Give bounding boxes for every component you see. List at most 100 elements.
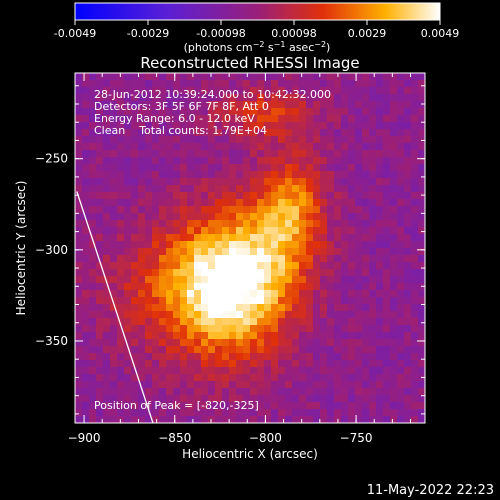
- heatmap-cell: [306, 143, 314, 151]
- heatmap-cell: [208, 234, 216, 242]
- heatmap-cell: [250, 150, 258, 158]
- heatmap-cell: [180, 220, 188, 228]
- heatmap-cell: [96, 143, 104, 151]
- heatmap-cell: [292, 381, 300, 389]
- heatmap-cell: [313, 213, 321, 221]
- heatmap-cell: [355, 318, 363, 326]
- heatmap-cell: [285, 108, 293, 116]
- heatmap-cell: [299, 409, 307, 417]
- x-axis-ticks: −900 −850 −800 −750: [68, 73, 411, 445]
- heatmap-cell: [376, 248, 384, 256]
- heatmap-cell: [264, 94, 272, 102]
- heatmap-cell: [411, 304, 419, 312]
- heatmap-cell: [194, 150, 202, 158]
- heatmap-cell: [383, 101, 391, 109]
- heatmap-cell: [299, 234, 307, 242]
- heatmap-cell: [285, 262, 293, 270]
- heatmap-cell: [117, 94, 125, 102]
- heatmap-cell: [173, 248, 181, 256]
- heatmap-cell: [313, 339, 321, 347]
- heatmap-cell: [278, 290, 286, 298]
- heatmap-cell: [201, 304, 209, 312]
- heatmap-cell: [292, 353, 300, 361]
- heatmap-cell: [145, 171, 153, 179]
- heatmap-cell: [313, 409, 321, 417]
- heatmap-cell: [390, 332, 398, 340]
- heatmap-cell: [229, 297, 237, 305]
- heatmap-cell: [117, 346, 125, 354]
- heatmap-cell: [327, 248, 335, 256]
- heatmap-cell: [250, 199, 258, 207]
- heatmap-cell: [264, 318, 272, 326]
- heatmap-cell: [159, 227, 167, 235]
- heatmap-cell: [299, 213, 307, 221]
- heatmap-cell: [117, 360, 125, 368]
- heatmap-cell: [334, 290, 342, 298]
- heatmap-cell: [159, 73, 167, 81]
- heatmap-cell: [355, 213, 363, 221]
- heatmap-cell: [411, 157, 419, 165]
- heatmap-cell: [152, 290, 160, 298]
- heatmap-cell: [306, 402, 314, 410]
- heatmap-cell: [355, 220, 363, 228]
- heatmap-cell: [201, 171, 209, 179]
- heatmap-cell: [306, 171, 314, 179]
- heatmap-cell: [173, 185, 181, 193]
- heatmap-cell: [369, 227, 377, 235]
- heatmap-cell: [397, 402, 405, 410]
- heatmap-cell: [152, 87, 160, 95]
- heatmap-cell: [187, 290, 195, 298]
- heatmap-cell: [390, 416, 398, 423]
- heatmap-cell: [313, 206, 321, 214]
- heatmap-cell: [285, 360, 293, 368]
- heatmap-cell: [103, 122, 111, 130]
- heatmap-cell: [369, 157, 377, 165]
- heatmap-cell: [110, 73, 118, 81]
- heatmap-cell: [418, 185, 425, 193]
- heatmap-cell: [418, 276, 425, 284]
- heatmap-cell: [208, 290, 216, 298]
- heatmap-cell: [103, 290, 111, 298]
- heatmap-cell: [369, 206, 377, 214]
- heatmap-cell: [131, 80, 139, 88]
- heatmap-cell: [166, 213, 174, 221]
- heatmap-cell: [411, 381, 419, 389]
- heatmap-cell: [418, 297, 425, 305]
- heatmap-cell: [236, 248, 244, 256]
- heatmap-cell: [89, 248, 97, 256]
- heatmap-cell: [131, 213, 139, 221]
- heatmap-cell: [411, 171, 419, 179]
- heatmap-cell: [250, 171, 258, 179]
- heatmap-cell: [390, 290, 398, 298]
- heatmap-cell: [390, 402, 398, 410]
- heatmap-cell: [292, 87, 300, 95]
- heatmap-cell: [103, 220, 111, 228]
- heatmap-cell: [418, 290, 425, 298]
- heatmap-cell: [334, 206, 342, 214]
- heatmap-cell: [201, 255, 209, 263]
- heatmap-cell: [82, 73, 90, 81]
- heatmap-cell: [152, 325, 160, 333]
- heatmap-cell: [285, 367, 293, 375]
- heatmap-cell: [180, 374, 188, 382]
- heatmap-cell: [271, 276, 279, 284]
- heatmap-cell: [411, 234, 419, 242]
- footer-timestamp: 11-May-2022 22:23: [367, 483, 494, 498]
- heatmap-cell: [299, 150, 307, 158]
- heatmap-cell: [369, 108, 377, 116]
- heatmap-cell: [404, 255, 412, 263]
- heatmap-cell: [250, 122, 258, 130]
- heatmap-cell: [89, 199, 97, 207]
- heatmap-cell: [96, 346, 104, 354]
- heatmap-cell: [103, 416, 111, 423]
- heatmap-cell: [299, 101, 307, 109]
- heatmap-cell: [313, 80, 321, 88]
- heatmap-cell: [299, 269, 307, 277]
- heatmap-cell: [187, 367, 195, 375]
- heatmap-cell: [376, 297, 384, 305]
- heatmap-cell: [292, 311, 300, 319]
- heatmap-cell: [166, 157, 174, 165]
- heatmap-cell: [320, 304, 328, 312]
- heatmap-cell: [236, 325, 244, 333]
- heatmap-cell: [145, 220, 153, 228]
